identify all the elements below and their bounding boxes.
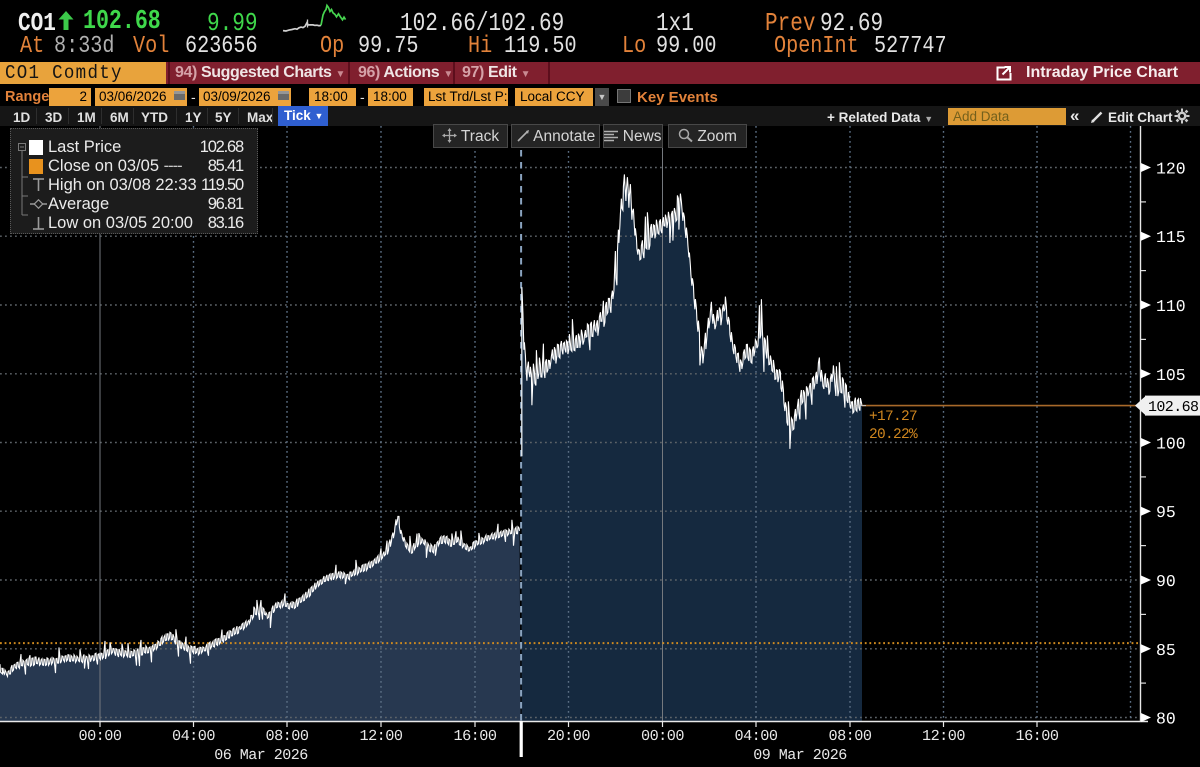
svg-text:+17.27: +17.27 xyxy=(869,409,917,425)
svg-text:16:00: 16:00 xyxy=(453,727,496,745)
svg-text:20:00: 20:00 xyxy=(547,727,590,745)
svg-text:09 Mar 2026: 09 Mar 2026 xyxy=(753,747,847,764)
svg-text:80: 80 xyxy=(1156,710,1176,729)
svg-text:00:00: 00:00 xyxy=(641,727,684,745)
svg-text:100: 100 xyxy=(1156,435,1186,454)
svg-text:06 Mar 2026: 06 Mar 2026 xyxy=(214,747,308,764)
svg-text:110: 110 xyxy=(1156,297,1186,316)
svg-text:120: 120 xyxy=(1156,160,1186,179)
svg-text:12:00: 12:00 xyxy=(922,727,965,745)
svg-text:95: 95 xyxy=(1156,503,1176,522)
svg-text:85: 85 xyxy=(1156,641,1176,660)
svg-text:04:00: 04:00 xyxy=(734,727,777,745)
svg-text:04:00: 04:00 xyxy=(172,727,215,745)
svg-text:08:00: 08:00 xyxy=(265,727,308,745)
svg-text:00:00: 00:00 xyxy=(78,727,121,745)
svg-text:20.22%: 20.22% xyxy=(869,427,918,443)
svg-text:12:00: 12:00 xyxy=(359,727,402,745)
svg-text:102.68: 102.68 xyxy=(1148,399,1199,416)
svg-text:105: 105 xyxy=(1156,366,1186,385)
svg-text:08:00: 08:00 xyxy=(828,727,871,745)
svg-text:115: 115 xyxy=(1156,228,1186,247)
svg-text:16:00: 16:00 xyxy=(1015,727,1058,745)
svg-text:90: 90 xyxy=(1156,572,1176,591)
